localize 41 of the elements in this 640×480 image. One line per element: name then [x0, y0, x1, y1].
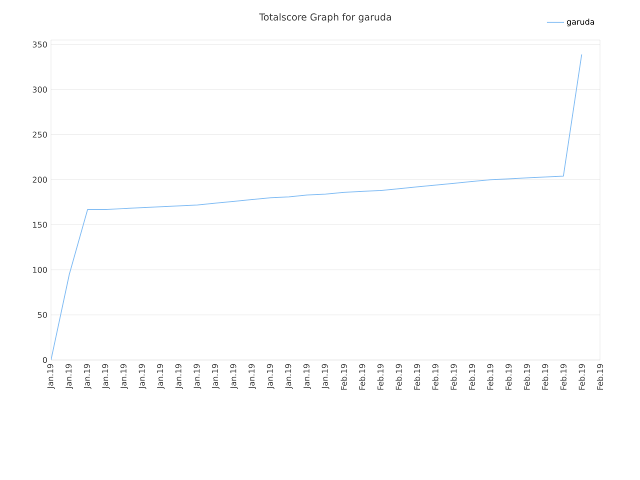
- x-tick-label: Jan.19: [138, 364, 146, 389]
- x-tick-label: Jan.19: [102, 364, 110, 389]
- x-tick-label: Feb.19: [450, 364, 457, 390]
- x-tick-label: Feb.19: [487, 364, 494, 390]
- x-tick-label: Jan.19: [230, 364, 238, 389]
- y-tick-label: 200: [32, 176, 47, 183]
- x-tick-label: Feb.19: [560, 364, 566, 390]
- x-tick-label: Jan.19: [322, 364, 330, 389]
- x-tick-label: Feb.19: [359, 364, 366, 390]
- x-tick-label: Jan.19: [120, 364, 128, 389]
- x-tick-label: Feb.19: [414, 364, 420, 390]
- y-tick-label: 150: [33, 222, 47, 228]
- x-tick-label: Feb.19: [578, 364, 585, 390]
- y-tick-label: 100: [33, 266, 47, 273]
- x-tick-label: Feb.19: [524, 364, 530, 390]
- x-tick-label: Feb.19: [396, 364, 402, 390]
- x-tick-label: Feb.19: [340, 364, 347, 390]
- x-tick-label: Jan.19: [84, 364, 92, 389]
- x-tick-label: Jan.19: [194, 364, 202, 389]
- x-tick-label: Jan.19: [47, 364, 55, 389]
- x-tick-label: Feb.19: [596, 364, 604, 390]
- x-tick-label: Jan.19: [66, 364, 74, 389]
- x-tick-label: Jan.19: [157, 364, 165, 389]
- x-tick-label: Feb.19: [377, 364, 384, 390]
- y-tick-label: 0: [42, 356, 47, 364]
- x-tick-label: Feb.19: [542, 364, 548, 390]
- y-tick-label: 50: [38, 312, 47, 318]
- y-tick-label: 350: [32, 41, 47, 48]
- x-tick-label: Feb.19: [505, 364, 512, 390]
- chart-title: Totalscore Graph for garuda: [259, 13, 391, 22]
- x-tick-label: Feb.19: [432, 364, 438, 390]
- y-tick-label: 250: [32, 132, 47, 138]
- x-tick-label: Jan.19: [285, 364, 293, 389]
- x-tick-label: Jan.19: [175, 364, 183, 389]
- x-tick-label: Jan.19: [248, 364, 256, 389]
- x-tick-label: Jan.19: [266, 364, 274, 389]
- x-tick-label: Feb.19: [468, 364, 475, 390]
- legend-label: garuda: [566, 18, 594, 26]
- x-tick-label: Jan.19: [212, 364, 220, 389]
- x-tick-label: Jan.19: [303, 364, 311, 389]
- y-tick-label: 300: [32, 86, 47, 93]
